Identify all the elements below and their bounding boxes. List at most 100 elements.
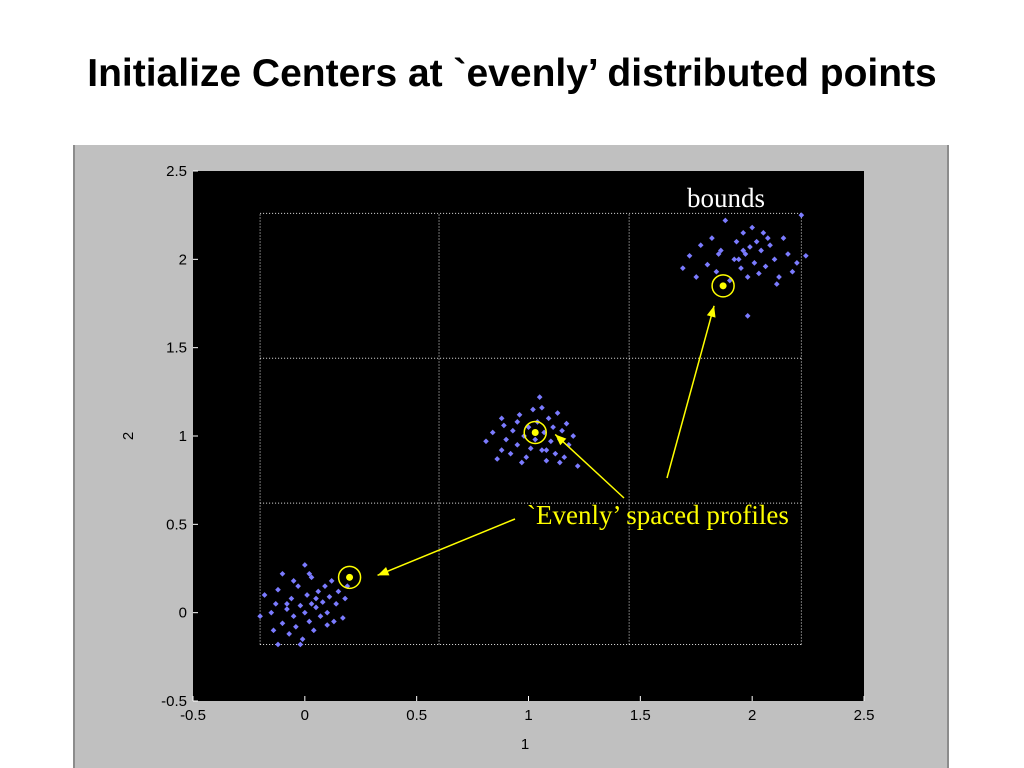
center-point — [531, 428, 539, 436]
data-point — [284, 601, 290, 607]
data-point — [764, 235, 771, 241]
data-point — [326, 593, 333, 600]
x-tick-label: 2.5 — [854, 707, 875, 724]
data-point — [270, 627, 277, 634]
data-point — [744, 274, 751, 280]
annotation-arrows — [377, 305, 716, 577]
data-point — [257, 613, 263, 620]
x-axis-ticks: -0.5 0 0.5 1 1.5 2 2.5 — [180, 696, 874, 724]
data-point — [290, 613, 297, 620]
data-point — [308, 574, 315, 581]
data-point — [550, 424, 556, 430]
data-point — [731, 256, 738, 263]
data-point — [324, 622, 331, 628]
data-point — [313, 595, 319, 602]
data-point — [561, 454, 568, 461]
data-point — [306, 570, 313, 577]
data-point — [760, 230, 767, 236]
data-point — [290, 578, 297, 584]
y-tick-label: 2 — [179, 251, 187, 268]
data-point — [498, 447, 505, 453]
data-point — [288, 595, 295, 602]
data-point — [333, 601, 339, 607]
data-point — [279, 620, 286, 627]
data-point — [498, 415, 505, 422]
data-point — [335, 588, 342, 595]
data-point — [543, 447, 550, 453]
data-point — [767, 242, 773, 249]
data-point — [286, 631, 293, 637]
data-point — [559, 427, 565, 434]
data-point — [313, 604, 319, 611]
y-tick-label: 1 — [179, 428, 187, 445]
data-point — [543, 457, 550, 464]
data-point — [758, 247, 764, 254]
data-point — [340, 615, 346, 621]
data-point — [308, 601, 315, 607]
data-points — [257, 212, 809, 648]
data-point — [753, 238, 760, 245]
data-point — [272, 601, 279, 607]
cluster-centers — [337, 274, 735, 590]
data-point — [530, 406, 536, 413]
center-ring — [337, 565, 362, 590]
y-tick-label: 0.5 — [166, 516, 187, 533]
data-point — [697, 242, 704, 249]
data-point — [299, 636, 306, 642]
data-point — [507, 450, 514, 457]
center-point — [719, 282, 727, 290]
data-point — [516, 411, 523, 418]
data-point — [574, 463, 581, 469]
data-point — [317, 613, 324, 620]
data-point — [275, 586, 281, 593]
data-point — [514, 442, 521, 448]
data-point — [552, 450, 559, 457]
y-axis-label: 2 — [120, 432, 137, 440]
data-point — [722, 217, 729, 224]
data-point — [780, 235, 787, 241]
y-tick-label: -0.5 — [161, 693, 187, 710]
y-tick-label: 2.5 — [166, 163, 187, 180]
data-point — [279, 570, 286, 577]
data-point — [297, 641, 304, 648]
data-point — [686, 252, 693, 259]
center-point — [346, 573, 354, 581]
data-point — [709, 235, 715, 241]
data-point — [563, 420, 570, 427]
profiles-label: `Evenly’ spaced profiles — [527, 500, 789, 530]
data-point — [302, 562, 308, 568]
data-point — [798, 212, 805, 218]
x-tick-label: 0.5 — [406, 707, 427, 724]
data-point — [556, 459, 563, 466]
data-point — [518, 459, 525, 466]
y-axis-ticks: -0.5 0 0.5 1 1.5 2 2.5 — [161, 163, 198, 710]
data-point — [261, 592, 268, 598]
arrow-to-center-3 — [666, 305, 716, 479]
data-point — [747, 244, 753, 250]
data-point — [297, 602, 304, 609]
data-point — [328, 578, 335, 584]
data-point — [503, 436, 509, 443]
center-ring — [711, 274, 735, 298]
data-point — [322, 583, 328, 589]
data-point — [494, 456, 501, 462]
data-point — [284, 606, 290, 612]
data-point — [803, 252, 809, 259]
data-point — [324, 609, 331, 616]
data-point — [693, 274, 700, 280]
data-point — [554, 410, 561, 416]
data-point — [306, 618, 313, 625]
data-point — [740, 247, 747, 254]
data-point — [539, 404, 545, 411]
data-point — [275, 641, 281, 648]
data-point — [342, 595, 348, 602]
slide-title: Initialize Centers at `evenly’ distribut… — [87, 52, 937, 95]
data-point — [771, 256, 778, 263]
data-point — [751, 260, 758, 266]
data-point — [713, 268, 720, 275]
data-point — [483, 438, 489, 445]
x-tick-label: 0 — [301, 707, 309, 724]
data-point — [489, 429, 496, 436]
data-point — [735, 256, 742, 263]
data-point — [539, 447, 545, 453]
